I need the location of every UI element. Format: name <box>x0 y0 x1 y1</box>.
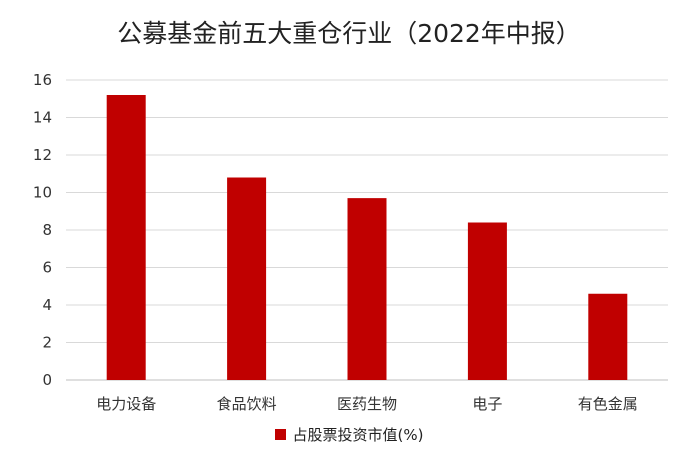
x-axis-ticks: 电力设备 食品饮料 医药生物 电子 有色金属 <box>96 395 638 413</box>
x-tick-label: 有色金属 <box>578 395 638 413</box>
y-tick-label: 4 <box>42 296 52 314</box>
legend: 占股票投资市值(%) <box>0 424 698 445</box>
legend-label: 占股票投资市值(%) <box>292 426 424 444</box>
y-tick-label: 10 <box>33 184 52 202</box>
bar <box>347 198 387 380</box>
x-tick-label: 电子 <box>472 395 502 413</box>
y-tick-label: 8 <box>42 221 52 239</box>
bar <box>106 95 146 380</box>
y-axis-ticks: 0 2 4 6 8 10 12 14 16 <box>33 71 52 389</box>
y-tick-label: 6 <box>42 259 52 277</box>
bar <box>467 222 507 380</box>
y-tick-label: 12 <box>33 146 52 164</box>
y-tick-label: 16 <box>33 71 52 89</box>
bars <box>106 95 628 380</box>
x-tick-label: 食品饮料 <box>217 395 277 413</box>
bar <box>588 293 628 380</box>
y-tick-label: 0 <box>42 371 52 389</box>
x-tick-label: 医药生物 <box>337 395 397 413</box>
bar <box>227 177 267 380</box>
y-tick-label: 14 <box>33 109 52 127</box>
x-tick-label: 电力设备 <box>96 395 156 413</box>
chart-title: 公募基金前五大重仓行业（2022年中报） <box>117 19 581 48</box>
y-tick-label: 2 <box>42 334 52 352</box>
legend-swatch <box>274 429 286 440</box>
